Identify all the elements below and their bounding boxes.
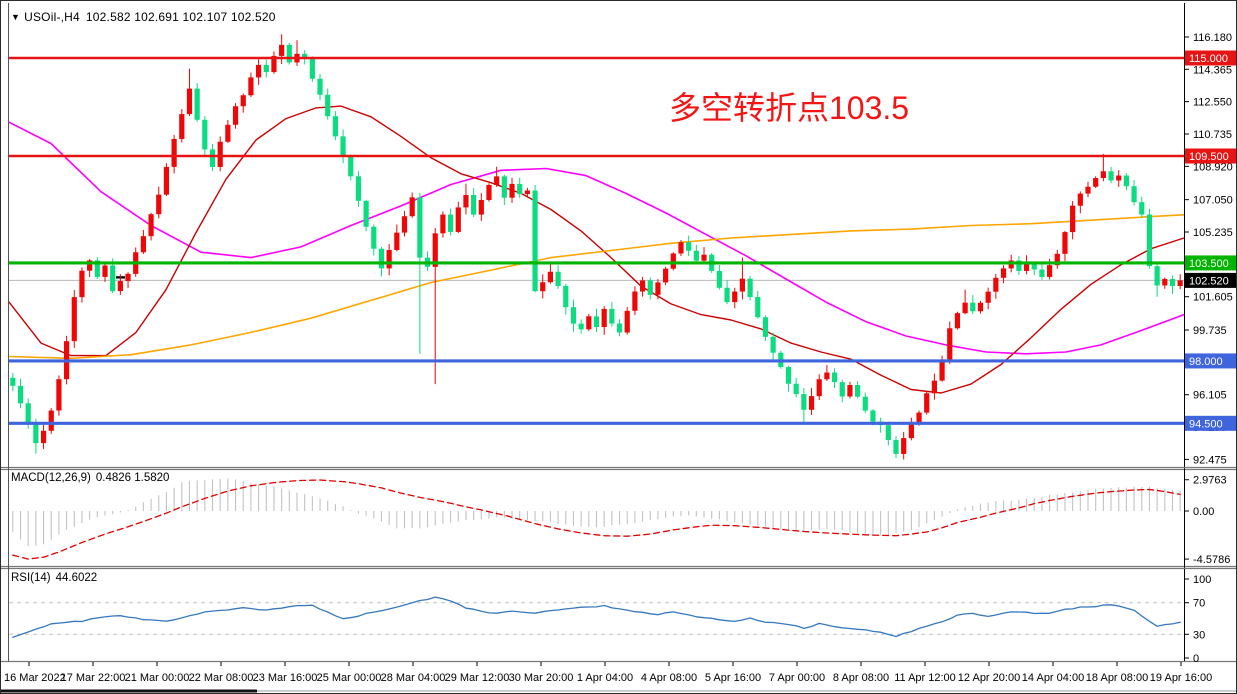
rsi-name: RSI(14) xyxy=(11,572,51,584)
time-label: 4 Apr 08:00 xyxy=(641,672,697,684)
macd-tick-label: -4.5786 xyxy=(1193,554,1230,566)
price-axis: 116.180 114.365 112.550 110.735 108.920 107.0… xyxy=(1184,3,1236,662)
price-tick-label: 99.735 xyxy=(1193,325,1227,337)
price-tick-label: 110.735 xyxy=(1193,129,1232,141)
svg-text:109.500: 109.500 xyxy=(1189,151,1229,163)
text-annotation-pivot: 多空转折点103.5 xyxy=(669,90,910,126)
macd-tick-label: 0.00 xyxy=(1193,506,1214,518)
price-tick-label: 107.050 xyxy=(1193,195,1233,207)
rsi-axis: 100 70 30 0 xyxy=(1184,569,1211,665)
svg-text:102.520: 102.520 xyxy=(1189,275,1229,287)
ma-orange xyxy=(8,214,1185,360)
macd-indicator-label: MACD(12,26,9) 0.4826 1.5820 xyxy=(11,472,169,484)
rsi-tick-label: 30 xyxy=(1193,629,1205,641)
macd-axis: 2.9763 0.00 -4.5786 xyxy=(1184,469,1230,567)
price-tick-label: 105.235 xyxy=(1193,227,1233,239)
time-label: 12 Apr 20:00 xyxy=(958,672,1020,684)
price-tick-label: 96.105 xyxy=(1193,390,1227,402)
price-badge-102.520: 102.520 xyxy=(1185,272,1236,288)
price-badge-115.000: 115.000 xyxy=(1185,50,1236,66)
time-label: 28 Mar 04:00 xyxy=(381,672,446,684)
time-label: 30 Mar 20:00 xyxy=(509,672,574,684)
ohlc-values: 102.582 102.691 102.107 102.520 xyxy=(85,10,276,24)
price-badge-94.500: 94.500 xyxy=(1185,415,1236,431)
svg-text:103.500: 103.500 xyxy=(1189,258,1229,270)
rsi-indicator-label: RSI(14) 44.6022 xyxy=(11,572,97,584)
rsi-tick-label: 70 xyxy=(1193,598,1205,610)
time-label: 16 Mar 2022 xyxy=(4,672,66,684)
rsi-tick-label: 100 xyxy=(1193,574,1211,586)
price-badge-98.000: 98.000 xyxy=(1185,353,1236,369)
candles-group xyxy=(10,34,1183,460)
ma-crimson xyxy=(8,105,1185,394)
time-label: 22 Mar 08:00 xyxy=(189,672,254,684)
price-tick-label: 108.920 xyxy=(1193,161,1233,173)
time-label: 19 Apr 16:00 xyxy=(1150,672,1212,684)
rsi-panel xyxy=(9,602,1184,635)
macd-name: MACD(12,26,9) xyxy=(11,472,91,484)
price-tick-label: 116.180 xyxy=(1193,32,1232,44)
collapse-arrow-icon[interactable]: ▼ xyxy=(11,12,21,22)
macd-tick-label: 2.9763 xyxy=(1193,475,1227,487)
rsi-line xyxy=(12,596,1181,638)
horizontal-lines-group xyxy=(9,56,1184,425)
svg-text:115.000: 115.000 xyxy=(1189,53,1228,65)
bottom-frame-bar xyxy=(1,689,257,693)
time-label: 25 Mar 00:00 xyxy=(317,672,382,684)
time-label: 21 Mar 00:00 xyxy=(125,672,190,684)
time-label: 18 Apr 08:00 xyxy=(1086,672,1148,684)
time-label: 1 Apr 04:00 xyxy=(577,672,633,684)
price-tick-label: 92.475 xyxy=(1193,454,1227,466)
macd-values: 0.4826 1.5820 xyxy=(95,472,170,484)
price-tick-label: 112.550 xyxy=(1193,97,1232,109)
price-tick-label: 114.365 xyxy=(1193,64,1232,76)
time-label: 8 Apr 08:00 xyxy=(833,672,889,684)
time-label: 7 Apr 00:00 xyxy=(769,672,825,684)
chart-title: ▼ USOil-,H4 102.582 102.691 102.107 102.52… xyxy=(11,10,276,24)
time-label: 5 Apr 16:00 xyxy=(705,672,761,684)
time-label: 23 Mar 16:00 xyxy=(253,672,318,684)
time-label: 29 Mar 12:00 xyxy=(445,672,510,684)
main-price-panel xyxy=(8,105,1185,394)
time-label: 14 Apr 04:00 xyxy=(1022,672,1084,684)
macd-signal-line xyxy=(12,479,1181,560)
price-badge-109.500: 109.500 xyxy=(1185,148,1236,164)
rsi-tick-label: 0 xyxy=(1193,653,1199,665)
svg-text:94.500: 94.500 xyxy=(1189,418,1223,430)
ma-magenta xyxy=(8,121,1185,355)
symbol-period-label: USOil-,H4 xyxy=(24,10,80,24)
price-tick-label: 101.605 xyxy=(1193,292,1233,304)
svg-text:98.000: 98.000 xyxy=(1189,356,1223,368)
time-label: 17 Mar 22:00 xyxy=(61,672,126,684)
price-badge-103.500: 103.500 xyxy=(1185,255,1236,271)
time-label: 11 Apr 12:00 xyxy=(894,672,956,684)
rsi-value: 44.6022 xyxy=(55,572,98,584)
